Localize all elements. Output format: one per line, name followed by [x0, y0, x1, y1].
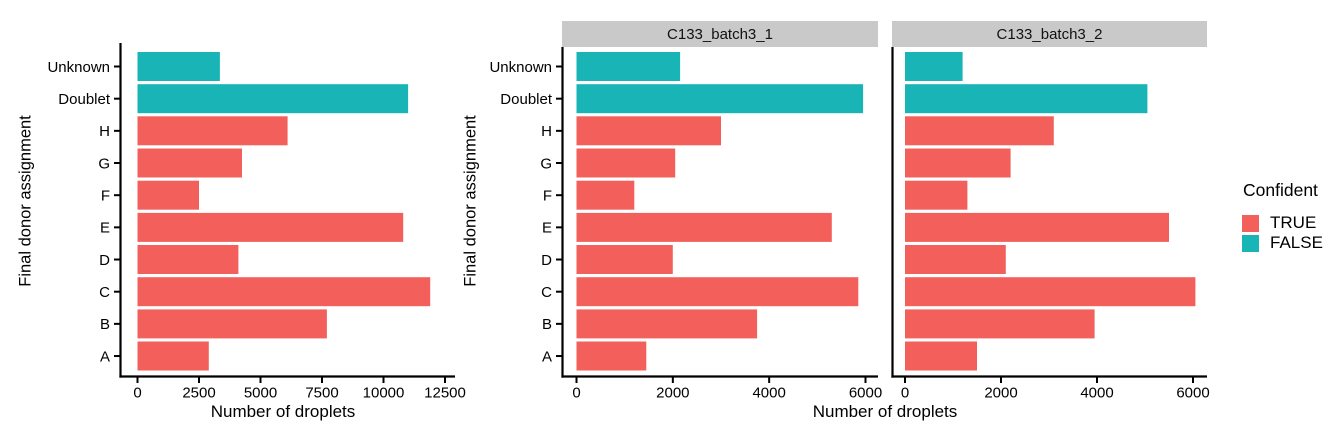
- legend-item-false: FALSE: [1242, 233, 1323, 253]
- bar-c133_batch3_2-a: [905, 341, 977, 371]
- bar-c133_batch3_2-b: [905, 309, 1095, 339]
- x-tick-label: 4000: [752, 385, 785, 402]
- bar-c133_batch3_1-a: [576, 341, 647, 371]
- bar-c133_batch3_2-d: [905, 245, 1006, 274]
- bar-c133_batch3_2-f: [905, 180, 968, 210]
- x-tick-label: 5000: [244, 385, 277, 402]
- bar-c133_batch3_1-h: [576, 116, 721, 146]
- bar-c133_batch3_2-g: [905, 148, 1011, 178]
- facet-strip-c133-batch3-2: C133_batch3_2: [892, 21, 1207, 47]
- bar-c133_batch3_1-f: [576, 180, 635, 210]
- bar-all-d: [137, 245, 239, 274]
- y-tick-label: Unknown: [47, 59, 110, 76]
- bar-c133_batch3_1-g: [576, 148, 676, 178]
- y-tick-label: H: [99, 123, 110, 140]
- bar-all-f: [137, 180, 199, 210]
- y-tick-label: F: [543, 187, 552, 204]
- y-tick-label: D: [541, 252, 552, 269]
- legend-label-true: TRUE: [1270, 213, 1317, 232]
- bar-c133_batch3_2-doublet: [905, 84, 1148, 114]
- x-axis-title-facets: Number of droplets: [812, 402, 958, 421]
- bar-c133_batch3_1-d: [576, 245, 673, 274]
- x-tick-label: 6000: [849, 385, 882, 402]
- legend-swatch-true-icon: [1242, 214, 1259, 232]
- x-tick-label: 2000: [656, 385, 689, 402]
- bar-c133_batch3_2-h: [905, 116, 1054, 146]
- bar-c133_batch3_2-e: [905, 212, 1169, 242]
- bar-c133_batch3_1-unknown: [576, 52, 681, 81]
- bar-c133_batch3_1-e: [576, 212, 832, 242]
- y-tick-label: B: [542, 316, 552, 333]
- y-tick-label: C: [541, 284, 552, 301]
- bar-c133_batch3_1-doublet: [576, 84, 864, 114]
- y-tick-label: Doublet: [500, 91, 553, 108]
- bar-all-h: [137, 116, 288, 146]
- y-tick-label: A: [100, 348, 110, 365]
- x-tick-label: 2000: [984, 385, 1017, 402]
- bar-c133_batch3_2-unknown: [905, 52, 963, 81]
- bar-all-g: [137, 148, 242, 178]
- y-tick-label: G: [98, 155, 110, 172]
- bar-all-a: [137, 341, 209, 371]
- x-tick-label: 0: [133, 385, 141, 402]
- bar-all-c: [137, 277, 431, 307]
- bar-all-b: [137, 309, 327, 339]
- x-tick-label: 0: [572, 385, 580, 402]
- bar-all-unknown: [137, 52, 220, 81]
- y-tick-label: Doublet: [58, 91, 111, 108]
- x-tick-label: 2500: [182, 385, 215, 402]
- y-axis-title-left: Final donor assignment: [16, 115, 35, 287]
- y-tick-label: D: [99, 252, 110, 269]
- x-axis-title-left: Number of droplets: [210, 402, 356, 421]
- bar-c133_batch3_1-b: [576, 309, 758, 339]
- bar-all-e: [137, 212, 404, 242]
- x-tick-label: 12500: [424, 385, 466, 402]
- y-tick-label: H: [541, 123, 552, 140]
- bar-c133_batch3_1-c: [576, 277, 859, 307]
- bar-c133_batch3_2-c: [905, 277, 1196, 307]
- legend-title: Confident: [1243, 180, 1318, 200]
- y-tick-label: F: [101, 187, 110, 204]
- legend-swatch-false-icon: [1242, 234, 1259, 252]
- x-tick-label: 10000: [363, 385, 405, 402]
- x-tick-label: 7500: [305, 385, 338, 402]
- y-tick-label: G: [540, 155, 552, 172]
- y-tick-label: C: [99, 284, 110, 301]
- x-tick-label: 0: [901, 385, 909, 402]
- y-axis-title-facets: Final donor assignment: [461, 115, 480, 287]
- y-tick-label: B: [100, 316, 110, 333]
- legend-item-true: TRUE: [1242, 213, 1323, 233]
- legend: Confident TRUE FALSE: [1242, 180, 1323, 253]
- y-tick-label: Unknown: [489, 59, 552, 76]
- y-tick-label: E: [100, 220, 110, 237]
- facet-strip-c133-batch3-1: C133_batch3_1: [562, 21, 878, 47]
- legend-label-false: FALSE: [1270, 233, 1323, 252]
- x-tick-label: 6000: [1176, 385, 1209, 402]
- y-tick-label: A: [542, 348, 552, 365]
- bar-all-doublet: [137, 84, 409, 114]
- y-tick-label: E: [542, 220, 552, 237]
- x-tick-label: 4000: [1080, 385, 1113, 402]
